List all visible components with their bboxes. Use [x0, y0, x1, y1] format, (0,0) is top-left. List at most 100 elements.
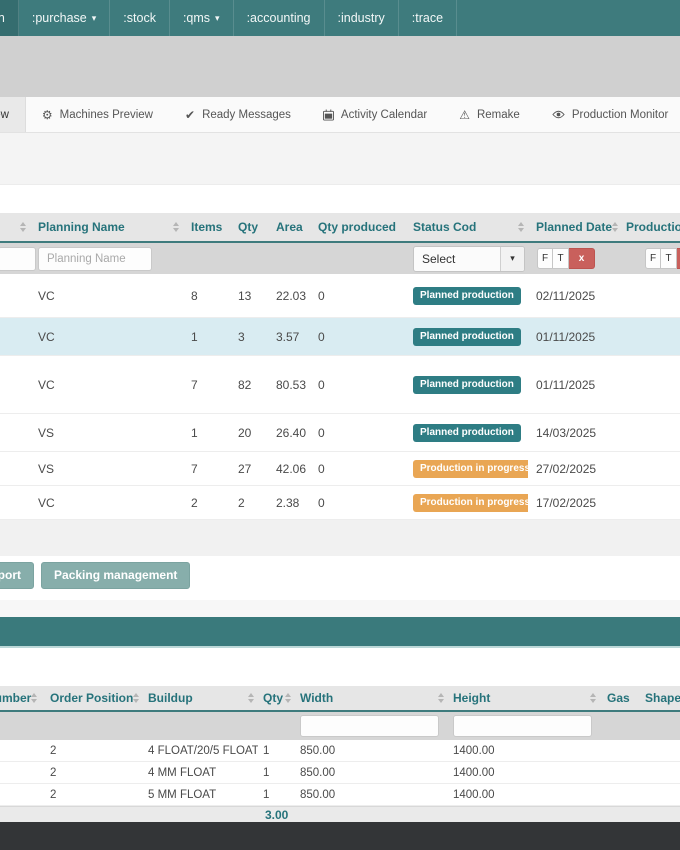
sort-icon: [590, 693, 596, 703]
lead-filter-input[interactable]: [0, 246, 36, 271]
col-header-qty-produced[interactable]: Qty produced: [310, 213, 405, 241]
planning-row[interactable]: VC 7 82 80.53 0 Planned production 01/11/2025: [0, 356, 680, 414]
col-header-gas[interactable]: Gas: [600, 686, 635, 710]
col-label: Production: [626, 220, 680, 234]
nav-item-trace[interactable]: :trace: [399, 0, 458, 36]
tab-label: Production Monitor: [571, 108, 669, 121]
nav-item-qms[interactable]: :qms ▾: [170, 0, 234, 36]
col-header-buildup[interactable]: Buildup: [140, 686, 258, 710]
items-table-filter-row: [0, 712, 680, 740]
items-cell: 2: [191, 495, 198, 510]
date-to-button[interactable]: T: [553, 248, 569, 269]
col-header-width[interactable]: Width: [295, 686, 448, 710]
nav-item-stock[interactable]: :stock: [110, 0, 170, 36]
nav-item-label: :industry: [337, 11, 385, 25]
height-cell: 1400.00: [453, 744, 495, 757]
order-position-cell: 2: [50, 788, 57, 801]
chevron-down-icon[interactable]: ▾: [500, 246, 524, 271]
col-header-shapes[interactable]: Shapes: [635, 686, 680, 710]
status-badge: Production in progress: [413, 459, 528, 478]
col-label: Width: [300, 691, 334, 705]
planning-row[interactable]: VC 1 3 3.57 0 Planned production 01/11/2025: [0, 318, 680, 356]
tab-label: Activity Calendar: [340, 108, 428, 121]
production-date-cell: [618, 356, 680, 413]
height-filter-input[interactable]: [453, 715, 592, 737]
page-footer-bar: [0, 822, 680, 850]
planned-date-filter: F T x: [537, 248, 595, 269]
planning-row[interactable]: VC 8 13 22.03 0 Planned production 02/11/2025: [0, 274, 680, 318]
item-row[interactable]: 2 4 FLOAT/20/5 FLOAT 1 850.00 1400.00: [0, 740, 680, 762]
tab-activity-calendar[interactable]: Activity Calendar: [307, 97, 443, 132]
date-from-button[interactable]: F: [537, 248, 553, 269]
production-date-cell: [618, 414, 680, 451]
col-label: Planning Name: [38, 220, 125, 234]
col-header-order-position[interactable]: Order Position: [40, 686, 140, 710]
nav-item-label: :accounting: [246, 11, 311, 25]
gas-cell: [600, 740, 635, 761]
width-filter-cell: [295, 715, 448, 737]
items-table-header: Number Order Position Buildup Qty Width …: [0, 686, 680, 712]
gas-cell: [600, 784, 635, 805]
status-badge: Planned production: [413, 423, 521, 442]
sort-icon: [31, 693, 37, 703]
date-from-button[interactable]: F: [645, 248, 661, 269]
col-header-number[interactable]: Number: [0, 686, 40, 710]
nav-item-production[interactable]: :production: [0, 0, 19, 36]
col-label: Gas: [607, 691, 630, 705]
height-cell: 1400.00: [453, 788, 495, 801]
width-filter-input[interactable]: [300, 715, 439, 737]
col-label: Number: [0, 691, 32, 705]
col-header-planning-name[interactable]: Planning Name: [30, 213, 183, 241]
col-header-qty[interactable]: Qty: [230, 213, 268, 241]
item-row[interactable]: 2 4 MM FLOAT 1 850.00 1400.00: [0, 762, 680, 784]
planning-table-body: VC 8 13 22.03 0 Planned production 02/11/2025 V…: [0, 274, 680, 520]
planning-name-filter-input[interactable]: [38, 246, 152, 271]
date-clear-button[interactable]: x: [569, 248, 595, 269]
date-to-button[interactable]: T: [661, 248, 677, 269]
col-header-status-cod[interactable]: Status Cod: [405, 213, 528, 241]
number-cell: [0, 784, 40, 805]
col-label: Shapes: [645, 691, 680, 705]
status-filter-select[interactable]: Select ▾: [413, 245, 525, 272]
col-header-qty[interactable]: Qty: [258, 686, 295, 710]
order-position-cell: 2: [50, 766, 57, 779]
sort-icon: [133, 693, 139, 703]
planning-name-cell: VS: [38, 461, 55, 476]
col-label: Height: [453, 691, 491, 705]
col-header-planned-date[interactable]: Planned Date: [528, 213, 618, 241]
tab-ready-messages[interactable]: ✔ Ready Messages: [169, 97, 307, 132]
nav-item-purchase[interactable]: :purchase ▾: [19, 0, 111, 36]
export-button[interactable]: Export: [0, 561, 35, 589]
items-table: Number Order Position Buildup Qty Width …: [0, 686, 680, 823]
col-label: Buildup: [148, 691, 193, 705]
col-header-lead[interactable]: [0, 213, 30, 241]
status-badge: Production in progress: [413, 493, 528, 512]
planning-row[interactable]: VC 2 2 2.38 0 Production in progress 17/02/202…: [0, 486, 680, 520]
col-header-items[interactable]: Items: [183, 213, 230, 241]
date-clear-button[interactable]: x: [677, 248, 680, 269]
eye-icon: [552, 110, 565, 119]
planned-date-cell: 01/11/2025: [536, 329, 596, 344]
tab-preview[interactable]: Preview: [0, 97, 26, 132]
qty-cell: 82: [238, 377, 252, 392]
planning-row[interactable]: VS 7 27 42.06 0 Production in progress 27/02/2…: [0, 452, 680, 486]
col-header-production-date[interactable]: Production: [618, 213, 680, 241]
tab-machines-preview[interactable]: ⚙ Machines Preview: [26, 97, 169, 132]
production-date-filter-cell: F T x: [618, 248, 680, 269]
qty-cell: 1: [263, 744, 270, 757]
col-label: Qty: [238, 220, 259, 234]
status-cell: Planned production: [405, 318, 528, 355]
col-header-area[interactable]: Area: [268, 213, 310, 241]
col-header-height[interactable]: Height: [448, 686, 600, 710]
planning-row[interactable]: VS 1 20 26.40 0 Planned production 14/03/2025: [0, 414, 680, 452]
packing-management-button[interactable]: Packing management: [41, 561, 191, 589]
status-cell: Production in progress: [405, 452, 528, 485]
nav-item-label: :production: [0, 11, 5, 25]
tab-remake[interactable]: ⚠ Remake: [443, 97, 536, 132]
tab-production-monitor[interactable]: Production Monitor: [536, 97, 680, 132]
nav-item-industry[interactable]: :industry: [325, 0, 399, 36]
nav-item-accounting[interactable]: :accounting: [234, 0, 325, 36]
col-label: Status Cod: [413, 220, 477, 234]
item-row[interactable]: 2 5 MM FLOAT 1 850.00 1400.00: [0, 784, 680, 806]
area-cell: 42.06: [276, 461, 307, 476]
